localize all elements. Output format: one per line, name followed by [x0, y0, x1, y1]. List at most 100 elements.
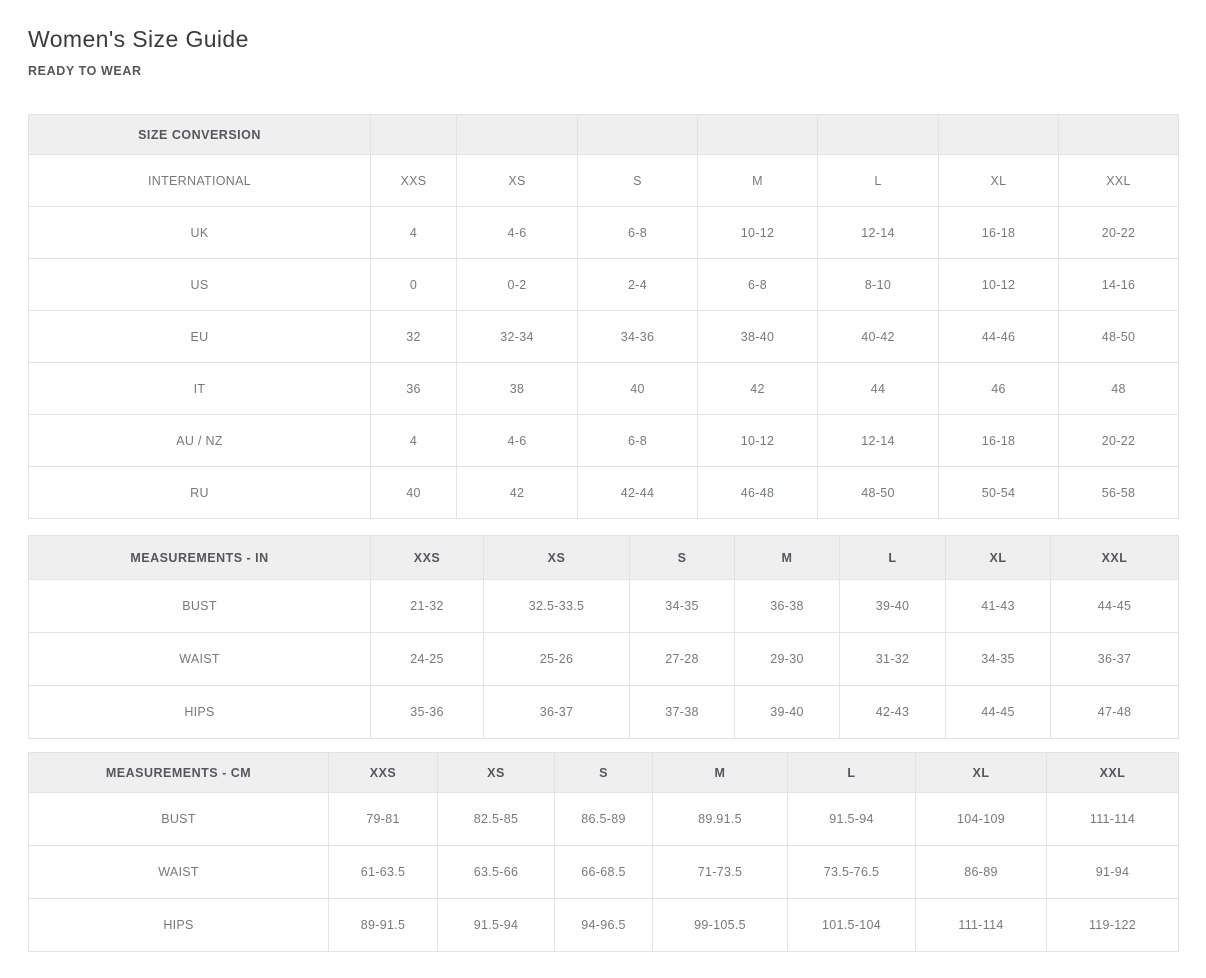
row-label: WAIST [28, 632, 371, 686]
column-header-s: S [554, 752, 653, 793]
table-row-uk: UK 4 4-6 6-8 10-12 12-14 16-18 20-22 [28, 206, 1179, 259]
size-cell: 44-45 [945, 685, 1051, 739]
size-cell: 0 [370, 258, 457, 311]
table-row-ru: RU 40 42 42-44 46-48 48-50 50-54 56-58 [28, 466, 1179, 519]
size-cell: 32-34 [456, 310, 578, 363]
size-cell: 39-40 [839, 579, 946, 633]
size-cell: 25-26 [483, 632, 630, 686]
size-cell: 99-105.5 [652, 898, 788, 952]
size-cell: 50-54 [938, 466, 1059, 519]
size-cell: 91-94 [1046, 845, 1179, 899]
size-cell: 10-12 [697, 414, 818, 467]
size-cell: 4-6 [456, 206, 578, 259]
header-spacer-cell [370, 114, 457, 155]
measurements-in-table: MEASUREMENTS - IN XXS XS S M L XL XXL BUST 21-32 3… [28, 535, 1179, 739]
size-cell: 119-122 [1046, 898, 1179, 952]
table-title-cell-measurements-cm: MEASUREMENTS - CM [28, 752, 329, 793]
header-spacer-cell [697, 114, 818, 155]
size-cell: 86-89 [915, 845, 1047, 899]
size-cell: 47-48 [1050, 685, 1179, 739]
measurements-cm-header-row: MEASUREMENTS - CM XXS XS S M L XL XXL [28, 752, 1179, 793]
size-guide-page: Women's Size Guide READY TO WEAR SIZE CO… [28, 0, 1179, 952]
page-title: Women's Size Guide [28, 26, 249, 52]
size-cell: 66-68.5 [554, 845, 653, 899]
size-cell: 14-16 [1058, 258, 1179, 311]
table-row-au-nz: AU / NZ 4 4-6 6-8 10-12 12-14 16-18 20-22 [28, 414, 1179, 467]
size-conversion-header-row: SIZE CONVERSION [28, 114, 1179, 155]
size-cell: XXL [1058, 154, 1179, 207]
size-cell: 0-2 [456, 258, 578, 311]
size-cell: 44-45 [1050, 579, 1179, 633]
column-header-xs: XS [437, 752, 555, 793]
size-cell: 91.5-94 [787, 792, 916, 846]
size-cell: 32 [370, 310, 457, 363]
size-cell: 56-58 [1058, 466, 1179, 519]
size-cell: 42-43 [839, 685, 946, 739]
size-tables: SIZE CONVERSION INTERNATIONAL XXS XS S M L XL XX… [28, 114, 1179, 952]
column-header-xxl: XXL [1046, 752, 1179, 793]
size-cell: 16-18 [938, 414, 1059, 467]
size-cell: 89.91.5 [652, 792, 788, 846]
table-row-waist: WAIST 24-25 25-26 27-28 29-30 31-32 34-35 36-37 [28, 632, 1179, 686]
column-header-m: M [734, 535, 840, 580]
header-spacer-cell [817, 114, 939, 155]
size-cell: 20-22 [1058, 206, 1179, 259]
size-cell: 34-35 [945, 632, 1051, 686]
table-title-cell-size-conversion: SIZE CONVERSION [28, 114, 371, 155]
row-label: INTERNATIONAL [28, 154, 371, 207]
column-header-l: L [787, 752, 916, 793]
table-row-international: INTERNATIONAL XXS XS S M L XL XXL [28, 154, 1179, 207]
size-cell: 42 [697, 362, 818, 415]
size-cell: 48-50 [1058, 310, 1179, 363]
size-cell: 36 [370, 362, 457, 415]
size-cell: 42 [456, 466, 578, 519]
size-cell: 6-8 [697, 258, 818, 311]
size-cell: 31-32 [839, 632, 946, 686]
size-cell: 37-38 [629, 685, 735, 739]
row-label: BUST [28, 579, 371, 633]
size-cell: 29-30 [734, 632, 840, 686]
column-header-xl: XL [945, 535, 1051, 580]
size-cell: 36-37 [483, 685, 630, 739]
column-header-s: S [629, 535, 735, 580]
header-spacer-cell [1058, 114, 1179, 155]
size-cell: 32.5-33.5 [483, 579, 630, 633]
row-label: UK [28, 206, 371, 259]
size-cell: 44 [817, 362, 939, 415]
table-row-it: IT 36 38 40 42 44 46 48 [28, 362, 1179, 415]
size-cell: 27-28 [629, 632, 735, 686]
size-cell: L [817, 154, 939, 207]
size-cell: 6-8 [577, 206, 698, 259]
size-cell: XS [456, 154, 578, 207]
size-cell: 89-91.5 [328, 898, 438, 952]
row-label: HIPS [28, 685, 371, 739]
size-cell: 101.5-104 [787, 898, 916, 952]
table-row-hips: HIPS 35-36 36-37 37-38 39-40 42-43 44-45 47-48 [28, 685, 1179, 739]
size-cell: 35-36 [370, 685, 484, 739]
row-label: US [28, 258, 371, 311]
size-cell: 46-48 [697, 466, 818, 519]
size-cell: 4 [370, 206, 457, 259]
size-conversion-table: SIZE CONVERSION INTERNATIONAL XXS XS S M L XL XX… [28, 114, 1179, 519]
row-label: AU / NZ [28, 414, 371, 467]
size-cell: 41-43 [945, 579, 1051, 633]
size-cell: 36-37 [1050, 632, 1179, 686]
size-cell: 2-4 [577, 258, 698, 311]
size-cell: S [577, 154, 698, 207]
size-cell: 20-22 [1058, 414, 1179, 467]
row-label: HIPS [28, 898, 329, 952]
page-subtitle: READY TO WEAR [28, 64, 142, 78]
size-cell: 40-42 [817, 310, 939, 363]
size-cell: 12-14 [817, 206, 939, 259]
size-cell: 39-40 [734, 685, 840, 739]
size-cell: 10-12 [697, 206, 818, 259]
table-row-hips: HIPS 89-91.5 91.5-94 94-96.5 99-105.5 101.5-1… [28, 898, 1179, 952]
header-spacer-cell [938, 114, 1059, 155]
size-cell: 38-40 [697, 310, 818, 363]
size-cell: 111-114 [915, 898, 1047, 952]
column-header-xxs: XXS [328, 752, 438, 793]
size-cell: 24-25 [370, 632, 484, 686]
column-header-l: L [839, 535, 946, 580]
column-header-xxl: XXL [1050, 535, 1179, 580]
size-cell: 8-10 [817, 258, 939, 311]
